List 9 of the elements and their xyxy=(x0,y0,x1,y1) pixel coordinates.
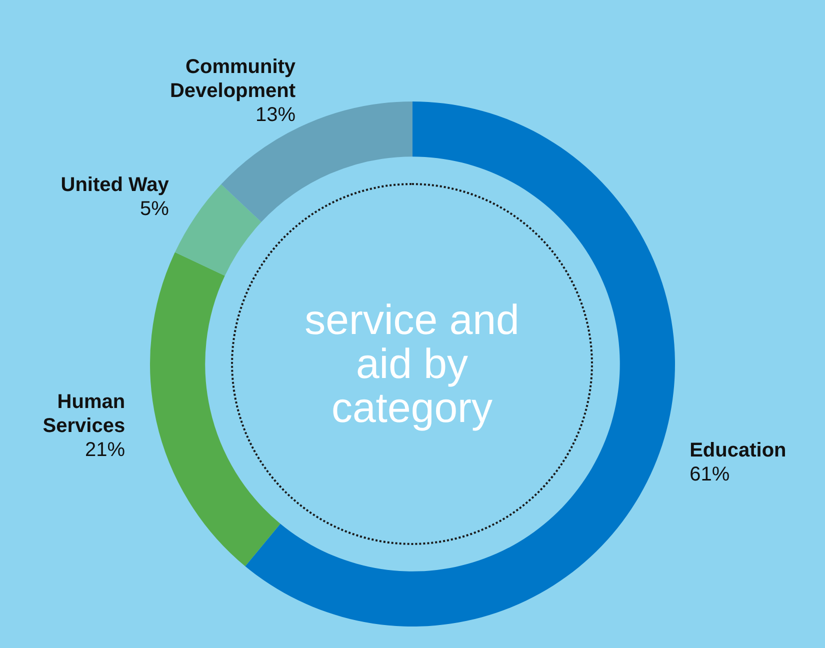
slice-label: Education xyxy=(690,439,786,462)
slice-label: Community Development xyxy=(170,56,296,102)
text: service and aid by category xyxy=(304,296,520,431)
data-label: 5% xyxy=(140,198,170,220)
data-label: 21% xyxy=(85,438,126,461)
slice-label: United Way xyxy=(60,174,170,196)
slice-label: Human Services xyxy=(42,390,126,437)
data-label: 13% xyxy=(256,104,296,126)
data-label: 61% xyxy=(690,463,730,486)
